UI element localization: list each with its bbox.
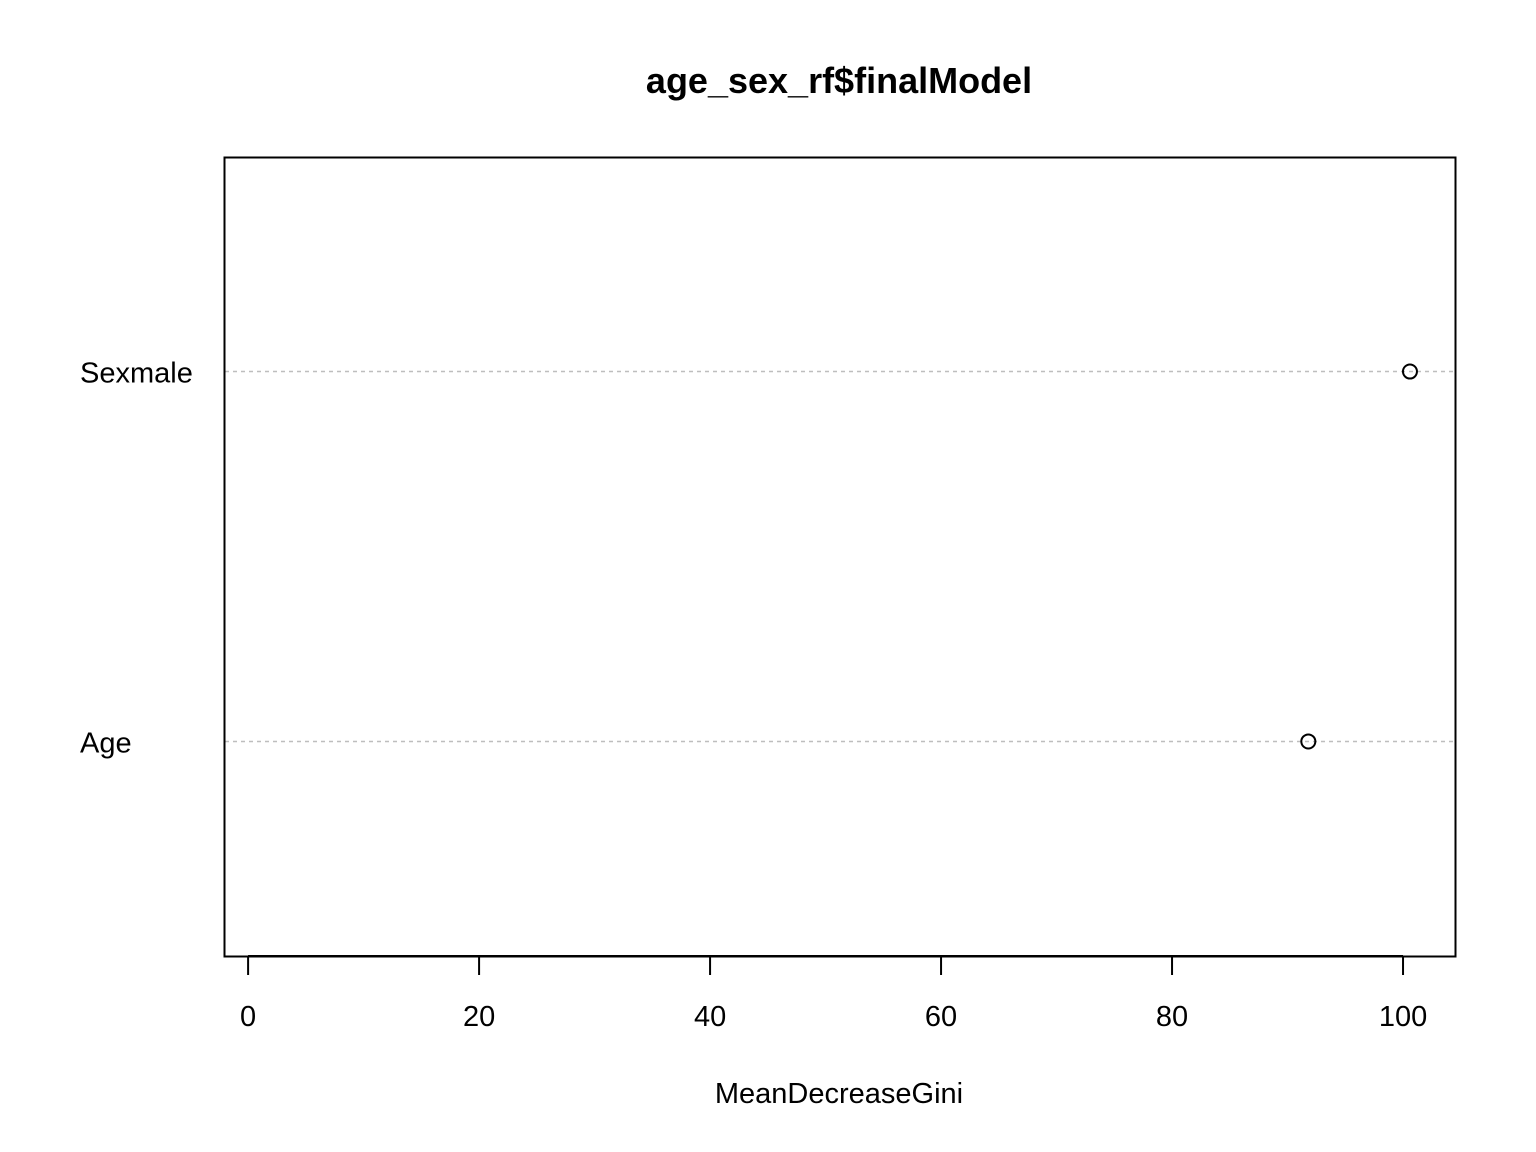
x-tick-label-60: 60 [925, 1001, 957, 1033]
gridlines [225, 370, 1455, 743]
y-label-sexmale: Sexmale [80, 358, 193, 390]
x-tick-label-40: 40 [694, 1001, 726, 1033]
x-axis: 0 20 40 60 80 100 [240, 955, 1427, 1033]
plot-frame [223, 156, 1457, 958]
point-age [1300, 733, 1317, 750]
x-tick-label-80: 80 [1156, 1001, 1188, 1033]
x-axis-label: MeanDecreaseGini [715, 1078, 963, 1110]
point-sexmale [1401, 363, 1418, 380]
x-tick-label-100: 100 [1379, 1001, 1427, 1033]
data-points [1300, 363, 1418, 750]
x-tick-label-0: 0 [240, 1001, 256, 1033]
x-tick-label-20: 20 [463, 1001, 495, 1033]
chart-title: age_sex_rf$finalModel [646, 60, 1032, 101]
y-axis-labels: Age Sexmale [80, 358, 193, 760]
y-label-age: Age [80, 727, 132, 759]
